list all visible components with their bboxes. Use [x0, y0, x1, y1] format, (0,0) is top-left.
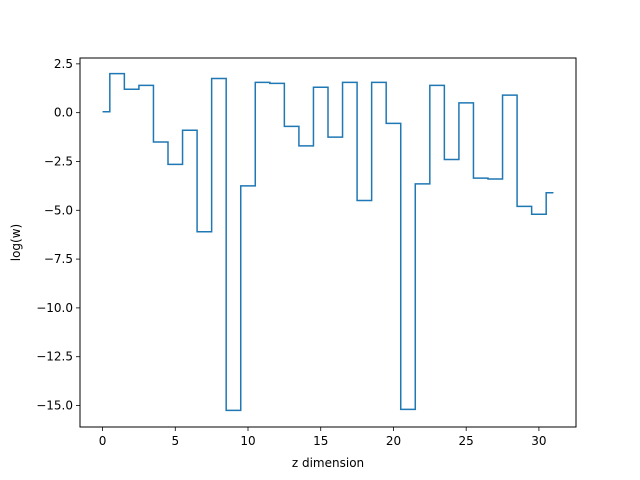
y-tick-label: −15.0: [36, 399, 73, 413]
x-axis: 0 5 10 15 20 25 30: [99, 427, 547, 448]
x-tick-label: 5: [171, 434, 179, 448]
plot-frame: [79, 57, 577, 428]
series-layer: [102, 72, 554, 412]
y-tick-label: −5.0: [44, 203, 73, 217]
x-tick-label: 25: [459, 434, 474, 448]
x-tick-label: 0: [99, 434, 107, 448]
y-tick-label: −10.0: [36, 301, 73, 315]
y-tick-label: −12.5: [36, 350, 73, 364]
x-tick-label: 20: [386, 434, 401, 448]
x-tick-label: 10: [240, 434, 255, 448]
y-tick-label: 2.5: [54, 57, 73, 71]
x-tick-label: 30: [531, 434, 546, 448]
y-tick-label: −2.5: [44, 154, 73, 168]
y-axis: −15.0 −12.5 −10.0 −7.5 −5.0 −2.5 0.0 2.5: [36, 57, 80, 413]
y-tick-label: −7.5: [44, 252, 73, 266]
y-tick-label: 0.0: [54, 106, 73, 120]
x-axis-label: z dimension: [292, 456, 364, 470]
x-tick-label: 15: [313, 434, 328, 448]
y-axis-label: log(w): [9, 224, 23, 261]
series-line-0: [102, 72, 554, 412]
